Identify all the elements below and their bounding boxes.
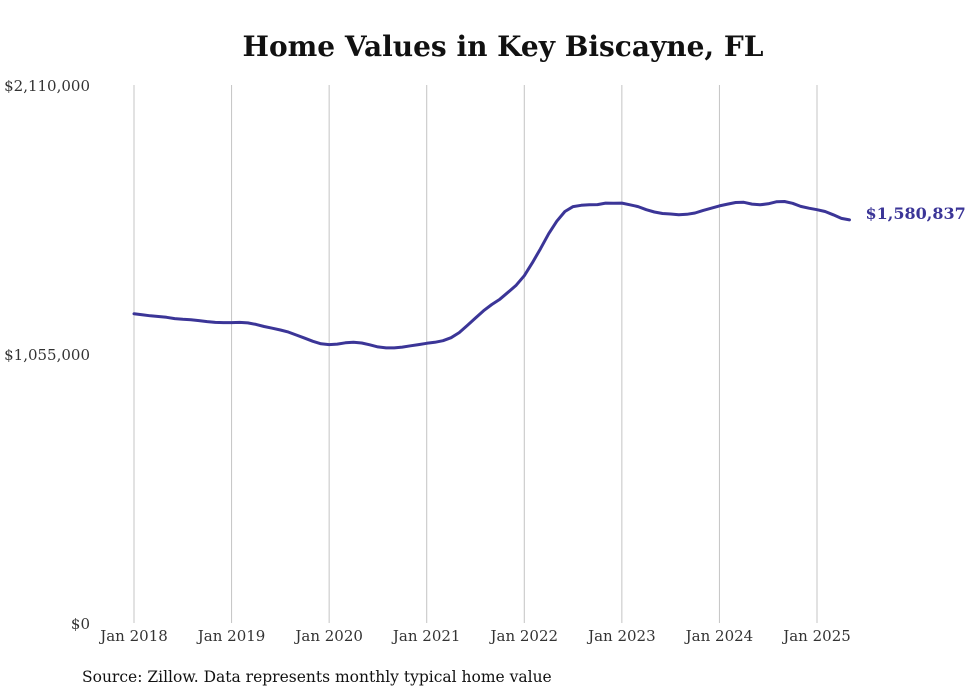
y-tick-label: $1,055,000: [4, 346, 90, 364]
x-axis-ticks: Jan 2018 Jan 2019 Jan 2020 Jan 2021 Jan 2022…: [98, 627, 851, 645]
x-tick-label: Jan 2019: [196, 627, 266, 645]
x-tick-label: Jan 2022: [489, 627, 559, 645]
x-tick-label: Jan 2018: [98, 627, 168, 645]
chart-title: Home Values in Key Biscayne, FL: [242, 30, 764, 63]
series-line: $1,580,837: [132, 200, 966, 350]
y-axis-ticks: $2,110,000 $1,055,000 $0: [4, 77, 90, 633]
grid-lines: [133, 85, 818, 623]
source-note: Source: Zillow. Data represents monthly …: [82, 668, 552, 686]
y-tick-label: $2,110,000: [4, 77, 90, 95]
x-tick-label: Jan 2023: [586, 627, 656, 645]
x-tick-label: Jan 2021: [391, 627, 461, 645]
x-tick-label: Jan 2024: [684, 627, 754, 645]
end-value-label: $1,580,837: [866, 204, 966, 223]
y-tick-label: $0: [71, 615, 90, 633]
x-tick-label: Jan 2020: [293, 627, 363, 645]
series-path: [132, 200, 851, 350]
x-tick-label: Jan 2025: [781, 627, 851, 645]
